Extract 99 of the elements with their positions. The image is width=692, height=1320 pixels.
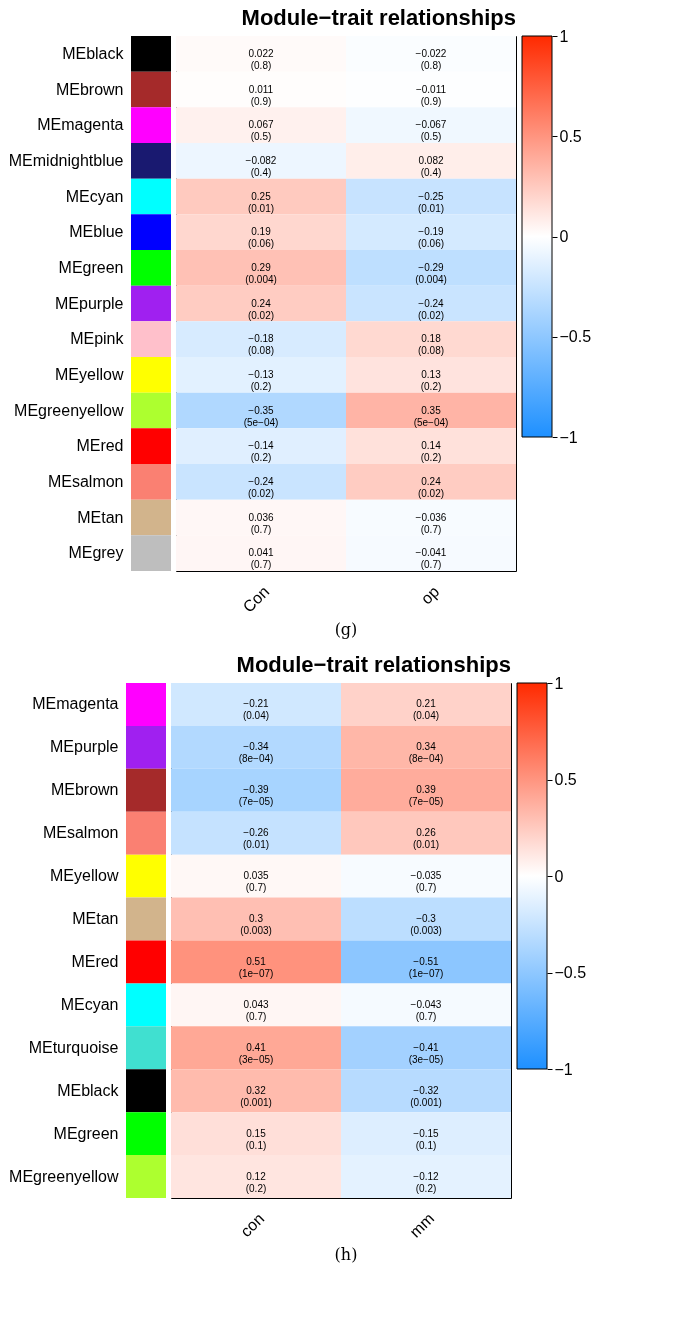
text: (h): [333, 1245, 359, 1264]
data-label: 0.18 (0.08): [417, 333, 445, 357]
y-tick-label: MEred: [76, 437, 124, 455]
chart-title: Module−trait relationships: [241, 5, 516, 30]
color-bar-label: −0.5: [559, 328, 592, 346]
data-label: 0.51 (1e−07): [238, 955, 274, 979]
data-label: 0.39 (7e−05): [408, 784, 444, 808]
y-tick-label: MEmagenta: [37, 116, 124, 134]
data-label: −0.14 (0.2): [248, 440, 275, 464]
data-label: −0.25 (0.01): [417, 190, 445, 214]
data-label: 0.041 (0.7): [248, 547, 274, 571]
data-label: −0.067 (0.5): [415, 119, 447, 143]
data-label: 0.011 (0.9): [248, 83, 274, 107]
color-bar-label: 1: [554, 674, 564, 692]
y-tick-label: MEtan: [77, 508, 124, 526]
data-label: 0.24 (0.02): [417, 475, 445, 499]
y-tick-label: MEcyan: [65, 187, 124, 205]
data-label: −0.32 (0.001): [410, 1084, 442, 1108]
data-label: −0.24 (0.02): [247, 475, 275, 499]
y-tick-label: MEbrown: [50, 781, 119, 799]
color-bar-label: −1: [559, 428, 578, 446]
y-tick-label: MEpink: [70, 330, 125, 348]
x-tick-label: Con: [239, 582, 273, 616]
y-tick-label: MEblack: [57, 1081, 120, 1099]
color-bar-label: 1: [559, 27, 569, 45]
y-tick-label: MEgrey: [68, 544, 124, 562]
x-tick-label: con: [237, 1209, 268, 1241]
data-label: 0.082 (0.4): [418, 154, 444, 178]
y-tick-label: MEgreen: [58, 258, 124, 276]
y-tick-label: MEgreen: [53, 1124, 119, 1142]
data-label: 0.13 (0.2): [420, 368, 442, 392]
data-label: −0.041 (0.7): [415, 547, 447, 571]
color-bar-label: 0: [554, 867, 564, 885]
data-label: −0.011 (0.9): [415, 83, 447, 107]
data-label: 0.32 (0.001): [240, 1084, 272, 1108]
y-tick-label: MEcyan: [60, 995, 119, 1013]
data-label: 0.3 (0.003): [240, 913, 272, 937]
data-label: 0.036 (0.7): [248, 511, 274, 535]
data-label: −0.035 (0.7): [410, 870, 442, 894]
data-label: −0.12 (0.2): [413, 1170, 440, 1194]
data-label: 0.29 (0.004): [245, 261, 277, 285]
data-label: 0.21 (0.04): [412, 698, 440, 722]
y-tick-label: MEturquoise: [28, 1038, 119, 1056]
y-tick-label: MEmagenta: [32, 695, 119, 713]
color-bar-label: 0.5: [554, 771, 577, 788]
y-tick-label: MEpurple: [50, 738, 119, 756]
data-label: −0.13 (0.2): [248, 368, 275, 392]
data-label: −0.51 (1e−07): [408, 955, 444, 979]
y-tick-label: MEblue: [69, 223, 124, 241]
data-label: 0.12 (0.2): [245, 1170, 267, 1194]
y-tick-label: MEyellow: [55, 365, 124, 383]
data-label: 0.25 (0.01): [247, 190, 275, 214]
y-tick-label: MEbrown: [55, 80, 124, 98]
data-label: 0.34 (8e−04): [408, 741, 444, 765]
data-label: 0.19 (0.06): [247, 226, 275, 250]
y-tick-label: MEgreenyellow: [14, 401, 124, 419]
data-label: 0.035 (0.7): [243, 870, 269, 894]
chart-title: Module−trait relationships: [236, 652, 511, 677]
y-tick-label: MEmidnightblue: [8, 151, 124, 169]
x-tick-label: op: [417, 582, 443, 608]
data-label: −0.3 (0.003): [410, 913, 442, 937]
data-label: −0.082 (0.4): [245, 154, 277, 178]
data-label: −0.18 (0.08): [247, 333, 275, 357]
data-label: 0.067 (0.5): [248, 119, 274, 143]
data-label: −0.022 (0.8): [415, 47, 447, 71]
data-label: 0.24 (0.02): [247, 297, 275, 321]
y-tick-label: MEblack: [62, 44, 125, 62]
y-tick-label: MEtan: [72, 910, 119, 928]
text: (g): [333, 620, 359, 639]
data-label: −0.26 (0.01): [242, 827, 270, 851]
color-bar-label: 0.5: [559, 127, 582, 145]
x-tick-label: mm: [406, 1209, 438, 1241]
data-label: −0.19 (0.06): [417, 226, 445, 250]
data-label: 0.26 (0.01): [412, 827, 440, 851]
data-label: 0.14 (0.2): [420, 440, 442, 464]
data-label: −0.15 (0.1): [413, 1127, 440, 1151]
data-label: 0.043 (0.7): [243, 998, 269, 1022]
data-label: −0.29 (0.004): [415, 261, 447, 285]
data-label: 0.35 (5e−04): [413, 404, 449, 428]
color-bar-label: −0.5: [554, 964, 587, 981]
data-label: −0.34 (8e−04): [238, 741, 274, 765]
data-label: −0.24 (0.02): [417, 297, 445, 321]
data-label: −0.036 (0.7): [415, 511, 447, 535]
data-label: 0.15 (0.1): [245, 1127, 267, 1151]
y-tick-label: MEgreenyellow: [9, 1167, 119, 1185]
y-tick-label: MEsalmon: [42, 824, 119, 842]
y-tick-label: MEsalmon: [47, 472, 124, 490]
data-label: −0.21 (0.04): [242, 698, 270, 722]
color-bar-label: −1: [554, 1060, 573, 1078]
color-bar-label: 0: [559, 228, 569, 245]
data-label: 0.41 (3e−05): [238, 1041, 274, 1065]
data-label: −0.41 (3e−05): [408, 1041, 444, 1065]
y-tick-label: MEyellow: [50, 867, 119, 885]
y-tick-label: MEred: [71, 952, 119, 970]
data-label: −0.39 (7e−05): [238, 784, 274, 808]
data-label: 0.022 (0.8): [248, 47, 274, 71]
y-tick-label: MEpurple: [55, 294, 124, 312]
data-label: −0.043 (0.7): [410, 998, 442, 1022]
data-label: −0.35 (5e−04): [243, 404, 279, 428]
